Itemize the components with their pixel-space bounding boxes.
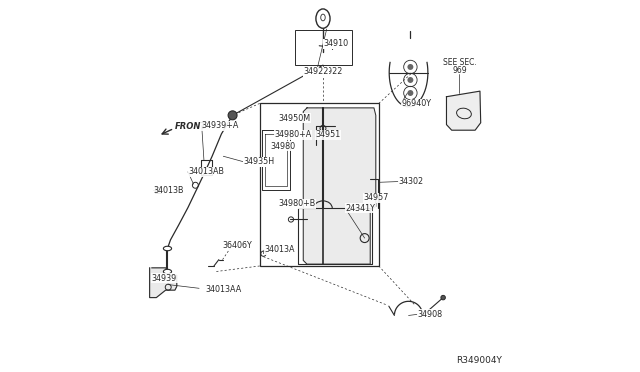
Text: R349004Y: R349004Y [456, 356, 502, 365]
Text: 34302: 34302 [399, 177, 424, 186]
Text: 969: 969 [452, 66, 467, 75]
Circle shape [408, 77, 413, 83]
Text: 34980: 34980 [271, 142, 296, 151]
Text: FRONT: FRONT [175, 122, 207, 131]
Text: 34939+A: 34939+A [202, 121, 239, 130]
Polygon shape [303, 108, 376, 264]
Ellipse shape [163, 269, 172, 274]
Circle shape [228, 111, 237, 120]
Ellipse shape [163, 246, 172, 251]
Text: 36406Y: 36406Y [223, 241, 252, 250]
Text: 34939: 34939 [152, 274, 177, 283]
Text: 34908: 34908 [417, 310, 443, 319]
Circle shape [441, 295, 445, 300]
Text: 34935H: 34935H [244, 157, 275, 166]
Text: 34013AB: 34013AB [188, 167, 224, 176]
Text: 24341Y: 24341Y [346, 204, 375, 213]
Bar [294, 30, 353, 65]
Text: 34910: 34910 [323, 39, 348, 48]
Text: SEE SEC.: SEE SEC. [443, 58, 476, 67]
Polygon shape [150, 268, 177, 298]
Text: 34910: 34910 [323, 39, 348, 48]
Text: 34013AA: 34013AA [206, 285, 242, 294]
Text: 34957: 34957 [364, 193, 389, 202]
Text: 34922: 34922 [303, 67, 328, 76]
Text: 34013B: 34013B [154, 186, 184, 195]
Bar [260, 103, 379, 266]
Text: 96940Y: 96940Y [401, 99, 431, 108]
Circle shape [408, 90, 413, 96]
Circle shape [408, 64, 413, 70]
Text: 34951: 34951 [316, 130, 340, 139]
Text: 34950M: 34950M [278, 114, 310, 123]
Text: 34935H: 34935H [244, 157, 275, 166]
Text: 34980+A: 34980+A [275, 130, 312, 139]
Text: 34013A: 34013A [264, 246, 294, 254]
Text: 34980+B: 34980+B [278, 199, 316, 208]
Text: 34922: 34922 [317, 67, 343, 76]
Polygon shape [447, 91, 481, 130]
